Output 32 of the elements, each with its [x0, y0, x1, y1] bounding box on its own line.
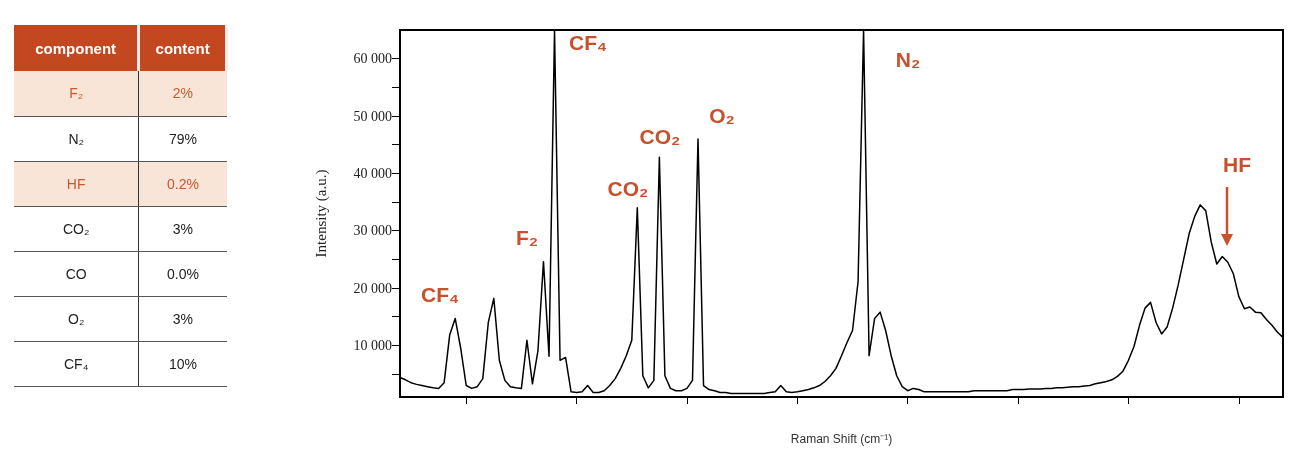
y-tick-label: 50 000: [353, 108, 392, 124]
category-label: CO: [14, 251, 139, 296]
text: 0.2%: [166, 175, 199, 192]
text: content: [138, 25, 227, 71]
annotation: O₂: [709, 104, 735, 128]
category-label: CO₂: [14, 206, 139, 251]
text: component: [14, 25, 139, 71]
annotation: F₂: [515, 226, 539, 250]
text: 79%: [168, 130, 197, 147]
text: 2%: [172, 85, 194, 102]
annotation: CO₂: [607, 177, 649, 201]
category-label: N₂: [14, 116, 139, 161]
category-label: CF₄: [14, 341, 139, 386]
y-tick-label: 30 000: [353, 223, 392, 239]
annotation: CF₄: [420, 283, 460, 307]
text: 3%: [172, 220, 194, 237]
annotation: HF: [1223, 153, 1251, 177]
text: 0.0%: [166, 265, 199, 282]
y-tick-label: 60 000: [353, 51, 392, 67]
annotation: N₂: [895, 48, 921, 72]
annotation: CF₄: [568, 31, 608, 55]
y-tick-label: 20 000: [353, 280, 392, 296]
category-label: HF: [14, 161, 139, 206]
category-label: F₂: [14, 71, 139, 116]
annotation: CO₂: [639, 125, 681, 149]
y-tick-label: 40 000: [353, 165, 392, 181]
text: 3%: [172, 310, 194, 327]
y-tick-label: 10 000: [353, 337, 392, 353]
y-axis-title: Intensity (a.u.): [312, 169, 330, 258]
category-label: O₂: [14, 296, 139, 341]
text: 10%: [168, 355, 197, 372]
x-axis-title: Raman Shift (cm⁻¹): [790, 432, 893, 446]
